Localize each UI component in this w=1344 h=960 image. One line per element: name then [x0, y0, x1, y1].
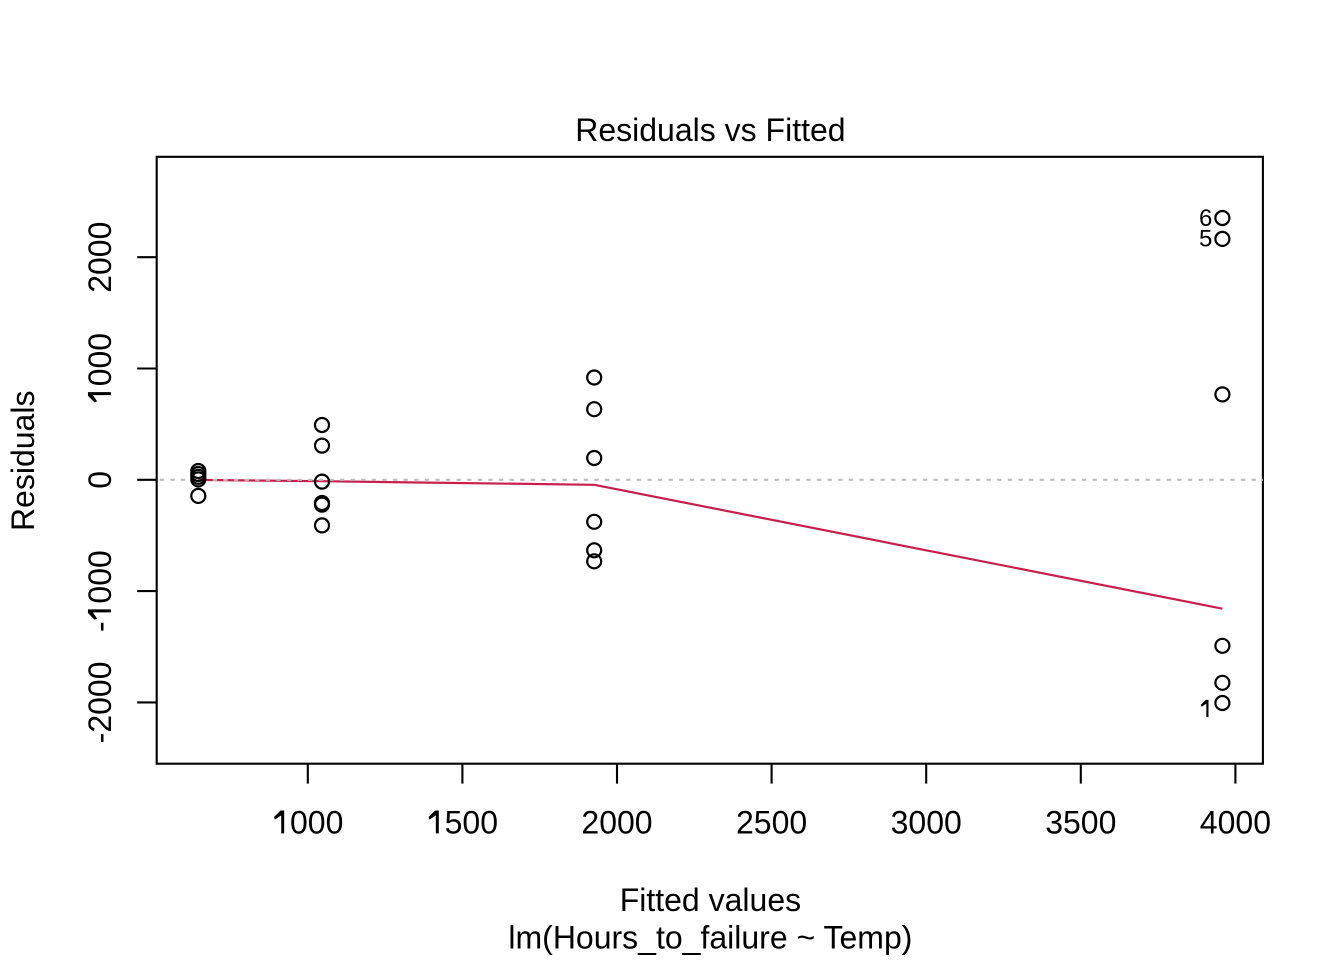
svg-text:3500: 3500: [1045, 804, 1116, 840]
svg-text:3000: 3000: [891, 804, 962, 840]
svg-text:-: -: [82, 621, 118, 632]
svg-text:000: 000: [82, 550, 118, 603]
svg-text:500: 500: [445, 804, 498, 840]
svg-text:5: 5: [1199, 226, 1212, 253]
svg-text:-2000: -2000: [82, 661, 118, 743]
svg-text:4000: 4000: [1200, 804, 1271, 840]
svg-text:0: 0: [82, 471, 118, 489]
svg-text:2500: 2500: [736, 804, 807, 840]
svg-text:2000: 2000: [82, 222, 118, 293]
svg-text:Fitted values: Fitted values: [620, 882, 801, 918]
svg-text:000: 000: [82, 333, 118, 386]
svg-text:000: 000: [290, 804, 343, 840]
svg-text:lm(Hours_to_failure ~ Temp): lm(Hours_to_failure ~ Temp): [508, 920, 912, 956]
svg-text:2000: 2000: [581, 804, 652, 840]
svg-text:Residuals: Residuals: [5, 391, 41, 532]
svg-text:Residuals vs Fitted: Residuals vs Fitted: [575, 112, 845, 148]
svg-text:6: 6: [1199, 205, 1212, 232]
